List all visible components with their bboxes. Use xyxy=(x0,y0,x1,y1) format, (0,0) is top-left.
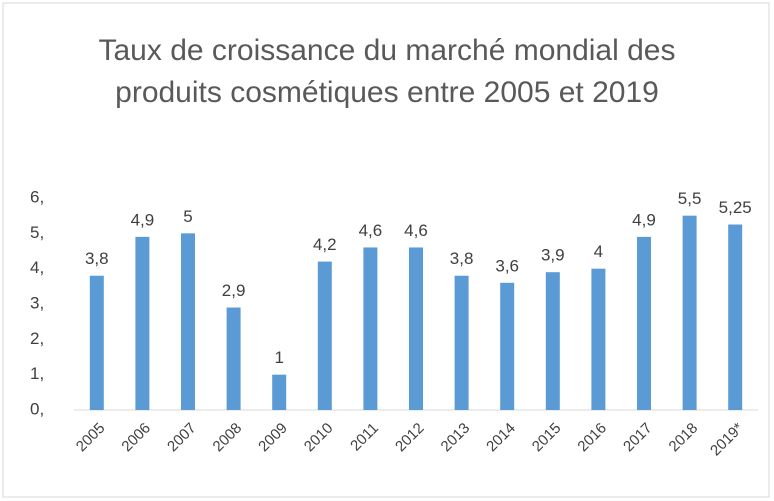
bar xyxy=(363,247,378,410)
value-label: 4,6 xyxy=(404,221,428,240)
bar xyxy=(728,224,743,410)
y-tick-label: 6, xyxy=(30,187,44,206)
value-label: 3,9 xyxy=(541,246,565,265)
bar xyxy=(317,261,332,410)
value-label: 4,9 xyxy=(131,210,155,229)
y-tick-label: 4, xyxy=(30,258,44,277)
value-label: 1 xyxy=(274,348,283,367)
value-label: 4,9 xyxy=(632,210,656,229)
y-tick-label: 2, xyxy=(30,329,44,348)
bar xyxy=(89,275,104,410)
bar xyxy=(454,275,469,410)
value-label: 2,9 xyxy=(222,281,246,300)
value-label: 4,2 xyxy=(313,235,337,254)
bar xyxy=(272,374,287,410)
bar xyxy=(409,247,423,410)
bar xyxy=(637,236,651,410)
y-tick-label: 3, xyxy=(30,293,44,312)
value-label: 4 xyxy=(594,242,603,261)
value-label: 3,8 xyxy=(85,249,109,268)
y-tick-label: 0, xyxy=(30,399,44,418)
bar xyxy=(226,307,241,410)
value-label: 5,25 xyxy=(719,198,752,217)
bar xyxy=(591,268,606,410)
bar xyxy=(181,233,195,410)
y-tick-label: 5, xyxy=(30,223,44,242)
value-label: 5,5 xyxy=(678,189,702,208)
bar xyxy=(682,215,697,410)
value-label: 4,6 xyxy=(359,221,383,240)
chart-title: Taux de croissance du marché mondial des… xyxy=(98,34,676,109)
y-tick-label: 1, xyxy=(30,364,44,383)
bar xyxy=(545,272,560,410)
value-label: 5 xyxy=(183,207,192,226)
value-label: 3,8 xyxy=(450,249,474,268)
value-label: 3,6 xyxy=(495,256,519,275)
bar xyxy=(500,282,515,410)
bar xyxy=(135,236,150,410)
